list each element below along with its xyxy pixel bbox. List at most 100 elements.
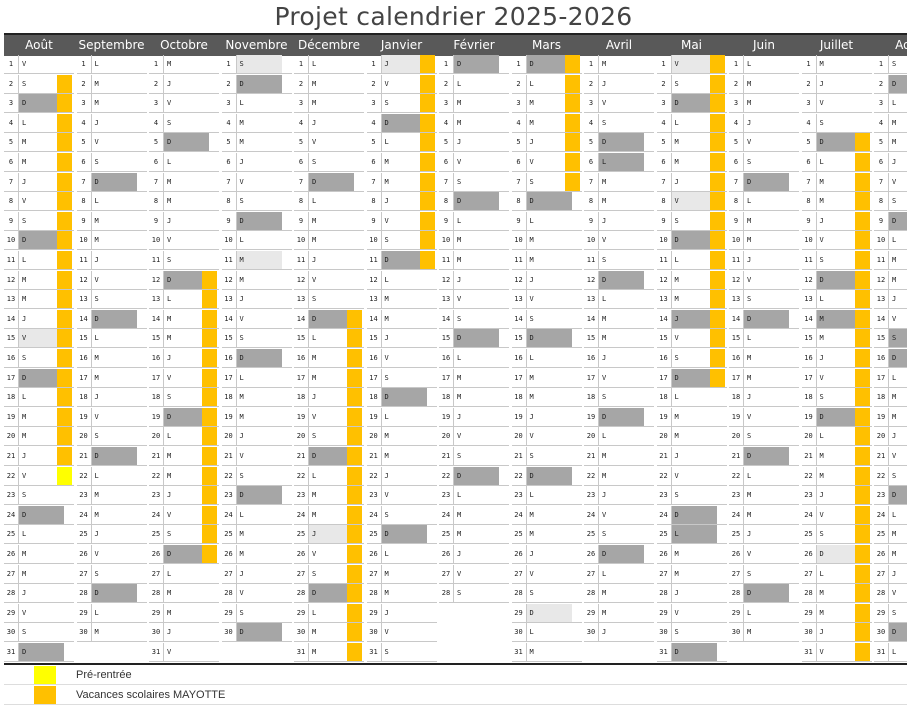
day-row: 10 M <box>76 231 147 251</box>
day-letter: M <box>819 60 824 68</box>
day-letter: M <box>94 79 99 88</box>
day-number: 6 <box>439 153 454 171</box>
day-number: 2 <box>874 74 889 93</box>
day-number: 23 <box>294 486 309 505</box>
day-letter: L <box>312 197 317 206</box>
day-number: 5 <box>657 133 672 152</box>
day-row: 20 J <box>874 427 907 447</box>
day-number: 9 <box>222 211 237 230</box>
month-column: 1 M 2 J 3 V 4 S 5 D 6 L 7 M 8 M 9 J 10 V 11 S 12 D 13 L 14 M 15 M 16 J 1… <box>801 55 872 663</box>
vacances-marker <box>709 55 725 73</box>
day-letter: S <box>22 354 27 362</box>
vacances-marker <box>202 349 217 367</box>
day-number: 29 <box>149 603 164 622</box>
day-row: 12 M <box>4 270 74 290</box>
vacances-marker <box>419 74 435 93</box>
day-number: 10 <box>584 231 599 250</box>
day-letter: V <box>94 550 99 558</box>
day-number: 10 <box>149 231 164 250</box>
day-number: 12 <box>584 270 599 289</box>
day-row: 31 M <box>294 643 364 662</box>
vacances-marker <box>347 466 362 485</box>
day-number: 13 <box>367 290 382 309</box>
day-letter: M <box>747 354 752 362</box>
vacances-marker <box>419 251 435 269</box>
day-letter: J <box>602 79 607 88</box>
day-number: 19 <box>657 407 672 426</box>
day-number: 27 <box>367 564 382 583</box>
day-row: 23 S <box>4 486 74 506</box>
day-number: 29 <box>4 603 19 622</box>
vacances-marker <box>57 407 72 426</box>
day-number: 12 <box>874 270 889 289</box>
day-row: 21 J <box>4 447 74 466</box>
day-number: 23 <box>512 486 527 505</box>
day-letter: S <box>312 432 317 441</box>
day-number: 1 <box>4 55 19 73</box>
day-letter: M <box>384 158 389 166</box>
day-row: 19 J <box>511 407 582 427</box>
day-letter: L <box>602 432 607 441</box>
day-letter: V <box>312 138 317 147</box>
day-row: 12 D <box>801 270 872 290</box>
day-number: 19 <box>294 407 309 426</box>
day-number: 27 <box>584 564 599 583</box>
day-number: 29 <box>294 603 309 622</box>
day-letter: L <box>892 510 897 519</box>
day-number: 18 <box>149 388 164 407</box>
day-letter: M <box>239 530 244 539</box>
day-row: 27 V <box>511 564 582 584</box>
day-letter: M <box>239 275 244 284</box>
vacances-marker <box>419 153 435 171</box>
day-number: 28 <box>367 584 382 603</box>
day-row: 23 J <box>149 486 219 506</box>
day-number: 25 <box>512 525 527 544</box>
day-letter: D <box>671 368 717 387</box>
day-number: 20 <box>149 427 164 446</box>
day-number: 24 <box>729 505 744 524</box>
day-number: 31 <box>294 643 309 661</box>
day-row: 19 V <box>76 407 147 427</box>
day-row: 25 D <box>366 525 437 545</box>
day-letter: M <box>674 432 679 441</box>
day-number: 8 <box>367 192 382 211</box>
day-number: 11 <box>4 251 19 269</box>
day-number: 31 <box>874 643 889 661</box>
day-letter: M <box>384 589 389 598</box>
day-letter: M <box>747 79 752 88</box>
day-number: 18 <box>4 388 19 407</box>
day-letter: M <box>457 373 462 382</box>
day-row: 13 L <box>149 290 219 310</box>
day-letter: S <box>239 334 244 343</box>
day-letter: S <box>602 256 607 264</box>
day-row: 29 L <box>76 603 147 623</box>
day-number: 23 <box>367 486 382 505</box>
day-number: 30 <box>4 623 19 642</box>
day-number: 28 <box>294 584 309 603</box>
day-letter: S <box>457 314 462 323</box>
day-row: 15 V <box>656 329 727 349</box>
day-number: 26 <box>657 545 672 563</box>
day-letter: V <box>819 510 824 519</box>
day-number: 11 <box>222 251 237 269</box>
day-number: 17 <box>512 368 527 387</box>
day-row: 20 V <box>439 427 509 447</box>
day-number: 22 <box>584 466 599 485</box>
day-letter: V <box>892 452 897 460</box>
day-number: 16 <box>439 349 454 367</box>
day-letter: V <box>384 216 389 225</box>
day-number: 9 <box>584 211 599 230</box>
day-row: 16 J <box>149 349 219 368</box>
day-letter: V <box>892 314 897 323</box>
day-letter: M <box>167 60 172 68</box>
day-row: 18 M <box>439 388 509 408</box>
day-letter: D <box>889 211 907 230</box>
day-letter: L <box>22 393 27 402</box>
day-letter: M <box>892 393 897 402</box>
